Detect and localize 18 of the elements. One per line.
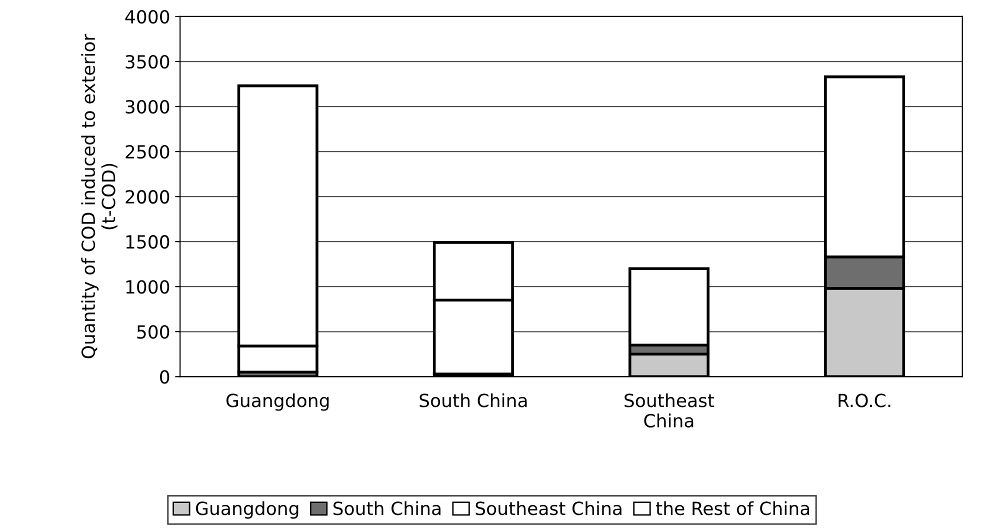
y-tick-label: 4000	[125, 10, 170, 24]
x-tick-label: R.O.C.	[838, 394, 890, 408]
y-axis-title: Quantity of COD induced to exterior (t-COD)	[81, 34, 118, 358]
x-tick-label: South China	[420, 393, 527, 408]
legend-label: Guangdong	[196, 501, 298, 519]
y-tick-label: 3500	[126, 54, 170, 69]
y-tick-label: 1500	[126, 235, 170, 249]
legend-label: Southeast China	[476, 501, 622, 516]
y-tick-label: 2500	[126, 145, 170, 159]
y-tick-label: 0	[160, 370, 170, 384]
x-tick-label: Guangdong	[226, 393, 329, 411]
legend-label: South China	[333, 501, 440, 516]
legend-label: the Rest of China	[656, 501, 810, 516]
x-tick-label: Southeast China	[624, 393, 714, 428]
y-tick-label: 3000	[126, 100, 170, 114]
y-tick-label: 2000	[126, 190, 170, 204]
y-tick-label: 1000	[126, 280, 170, 294]
y-tick-label: 500	[137, 325, 170, 339]
